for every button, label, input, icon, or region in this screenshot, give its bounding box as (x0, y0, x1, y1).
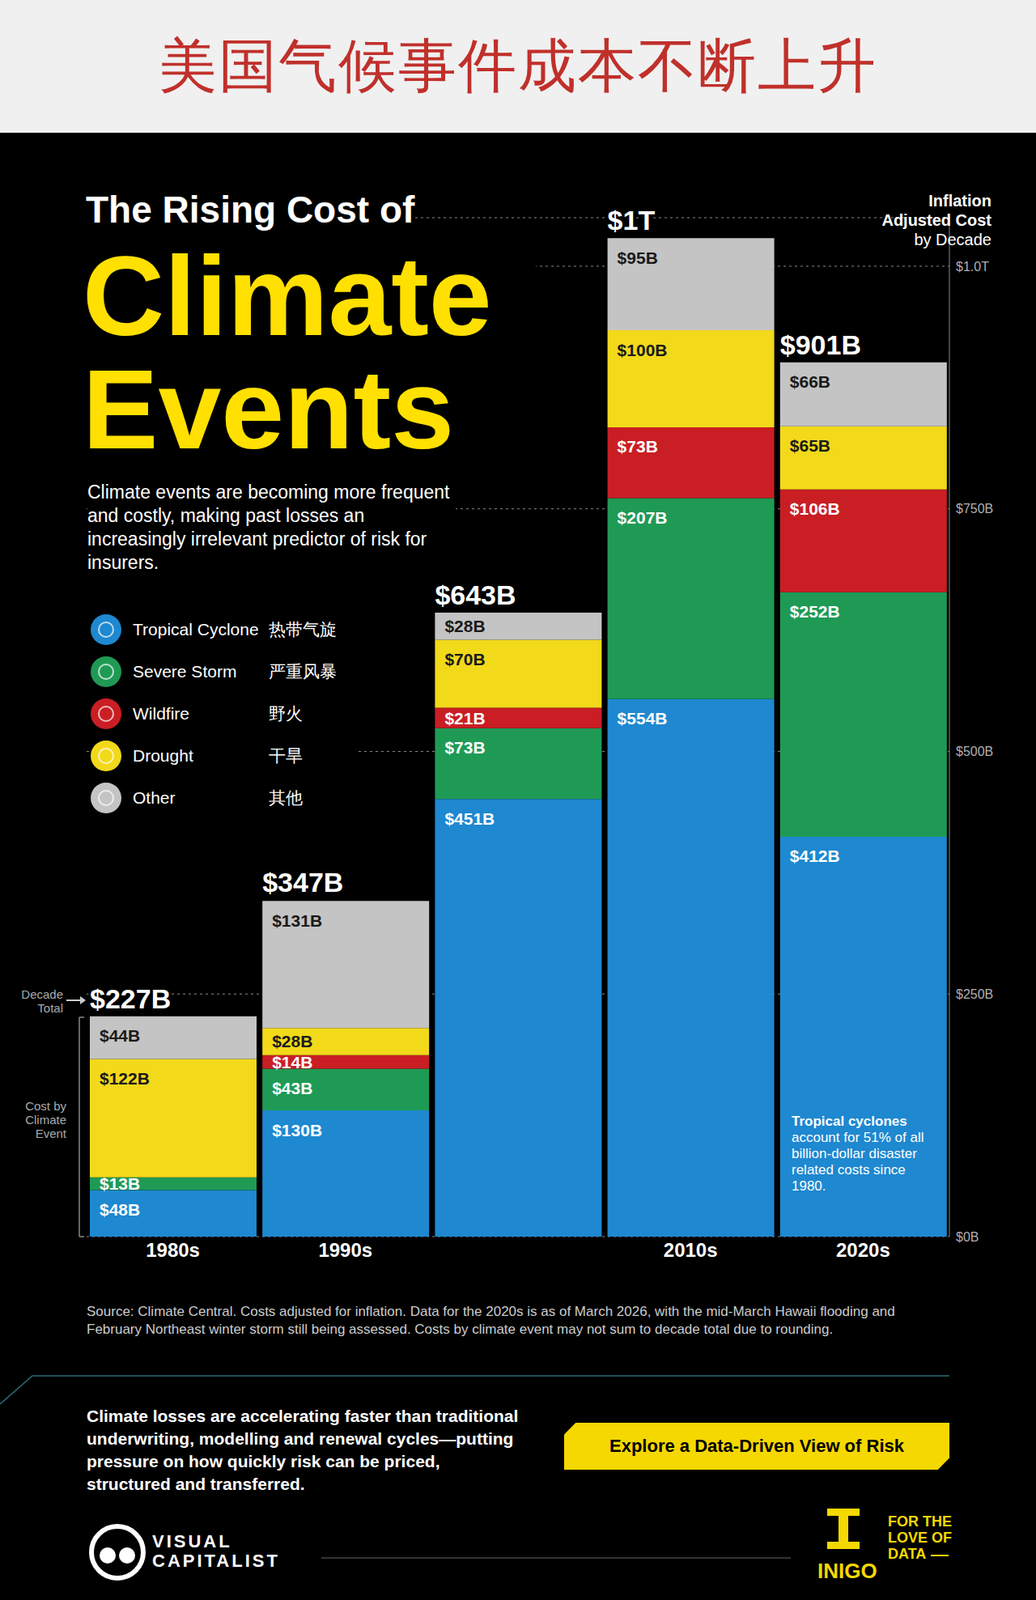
svg-text:$451B: $451B (444, 809, 495, 828)
html-text:野火: 野火 (268, 704, 303, 723)
html-text:Severe Storm: Severe Storm (132, 662, 237, 681)
svg-text:$554B: $554B (617, 709, 668, 728)
svg-text:$21B: $21B (444, 709, 485, 728)
html-text:Explore a Data-Driven View of: Explore a Data-Driven View of Risk (609, 1435, 905, 1457)
svg-text:$130B: $130B (271, 1120, 323, 1140)
html-text:INIGO: INIGO (817, 1558, 878, 1584)
html-text:干旱: 干旱 (268, 746, 303, 765)
svg-text:$100B: $100B (617, 340, 668, 360)
svg-text:$207B: $207B (617, 508, 668, 527)
html-text:Climate losses are acceleratin: Climate losses are accelerating faster t… (86, 1406, 519, 1494)
svg-text:$48B: $48B (99, 1200, 141, 1219)
svg-text:$44B: $44B (99, 1026, 141, 1045)
svg-text:1980s: 1980s (145, 1239, 200, 1262)
svg-text:2020s: 2020s (836, 1239, 891, 1262)
html-text:FOR THE: FOR THE (887, 1513, 952, 1530)
html-text:account for 51% of all billion: account for 51% of all billion-dollar di… (791, 1129, 924, 1194)
html-text:VISUAL: VISUAL (152, 1531, 233, 1552)
svg-text:$227B: $227B (89, 983, 171, 1015)
html-text:CAPITALIST: CAPITALIST (152, 1550, 280, 1571)
html-text:Wildfire: Wildfire (132, 704, 190, 723)
html-text:Source: Climate Central. Costs: Source: Climate Central. Costs adjusted … (86, 1303, 896, 1338)
svg-text:$106B: $106B (789, 499, 841, 518)
svg-text:$122B: $122B (99, 1069, 150, 1088)
svg-text:1990s: 1990s (318, 1239, 373, 1262)
svg-text:$73B: $73B (444, 738, 485, 757)
svg-text:$14B: $14B (271, 1052, 313, 1072)
svg-text:$0B: $0B (955, 1230, 979, 1245)
svg-text:$131B: $131B (271, 911, 323, 930)
html-text:严重风暴: 严重风暴 (268, 662, 337, 681)
html-text:Climate events are becoming mo: Climate events are becoming more frequen… (87, 481, 450, 574)
svg-text:$750B: $750B (955, 501, 994, 516)
svg-text:$95B: $95B (617, 248, 659, 268)
svg-text:$28B: $28B (444, 616, 485, 636)
html-text:Tropical Cyclone: Tropical Cyclone (132, 619, 259, 639)
html-text:LOVE OF: LOVE OF (887, 1529, 952, 1546)
html-text:热带气旋: 热带气旋 (268, 619, 337, 639)
svg-text:$500B: $500B (955, 744, 994, 759)
svg-text:$66B: $66B (789, 372, 831, 391)
html-text:Inflation: Inflation (928, 191, 992, 210)
html-text:Cost by Climate Event: Cost by Climate Event (25, 1099, 67, 1141)
html-text:Other: Other (132, 788, 176, 807)
html-text:Tropical cyclones: Tropical cyclones (791, 1113, 908, 1130)
svg-text:$43B: $43B (271, 1078, 313, 1098)
html-text:其他: 其他 (268, 788, 303, 807)
svg-text:$13B: $13B (99, 1174, 141, 1194)
html-text:Adjusted Cost: Adjusted Cost (881, 211, 992, 230)
html-text:by Decade: by Decade (914, 230, 992, 249)
html-text:美国气候事件成本不断上升: 美国气候事件成本不断上升 (158, 33, 878, 98)
html-text:Drought: Drought (132, 746, 194, 765)
svg-text:$901B: $901B (780, 329, 862, 361)
svg-text:$70B: $70B (444, 649, 485, 669)
svg-text:$1.0T: $1.0T (955, 259, 990, 274)
svg-text:$65B: $65B (789, 436, 831, 455)
svg-text:$73B: $73B (617, 437, 659, 456)
html-text:DATA: DATA (887, 1545, 927, 1563)
html-text:Climate Events: Climate Events (82, 232, 492, 473)
svg-text:$28B: $28B (271, 1031, 313, 1051)
svg-text:$347B: $347B (262, 866, 344, 898)
html-text:The Rising Cost of: The Rising Cost of (85, 188, 415, 231)
svg-text:$412B: $412B (789, 846, 841, 866)
svg-text:$643B: $643B (434, 579, 516, 611)
svg-text:2010s: 2010s (663, 1239, 718, 1262)
svg-text:$250B: $250B (955, 987, 994, 1002)
svg-text:$1T: $1T (607, 204, 656, 236)
svg-text:$252B: $252B (789, 602, 841, 621)
html-text:Decade Total: Decade Total (21, 987, 64, 1015)
